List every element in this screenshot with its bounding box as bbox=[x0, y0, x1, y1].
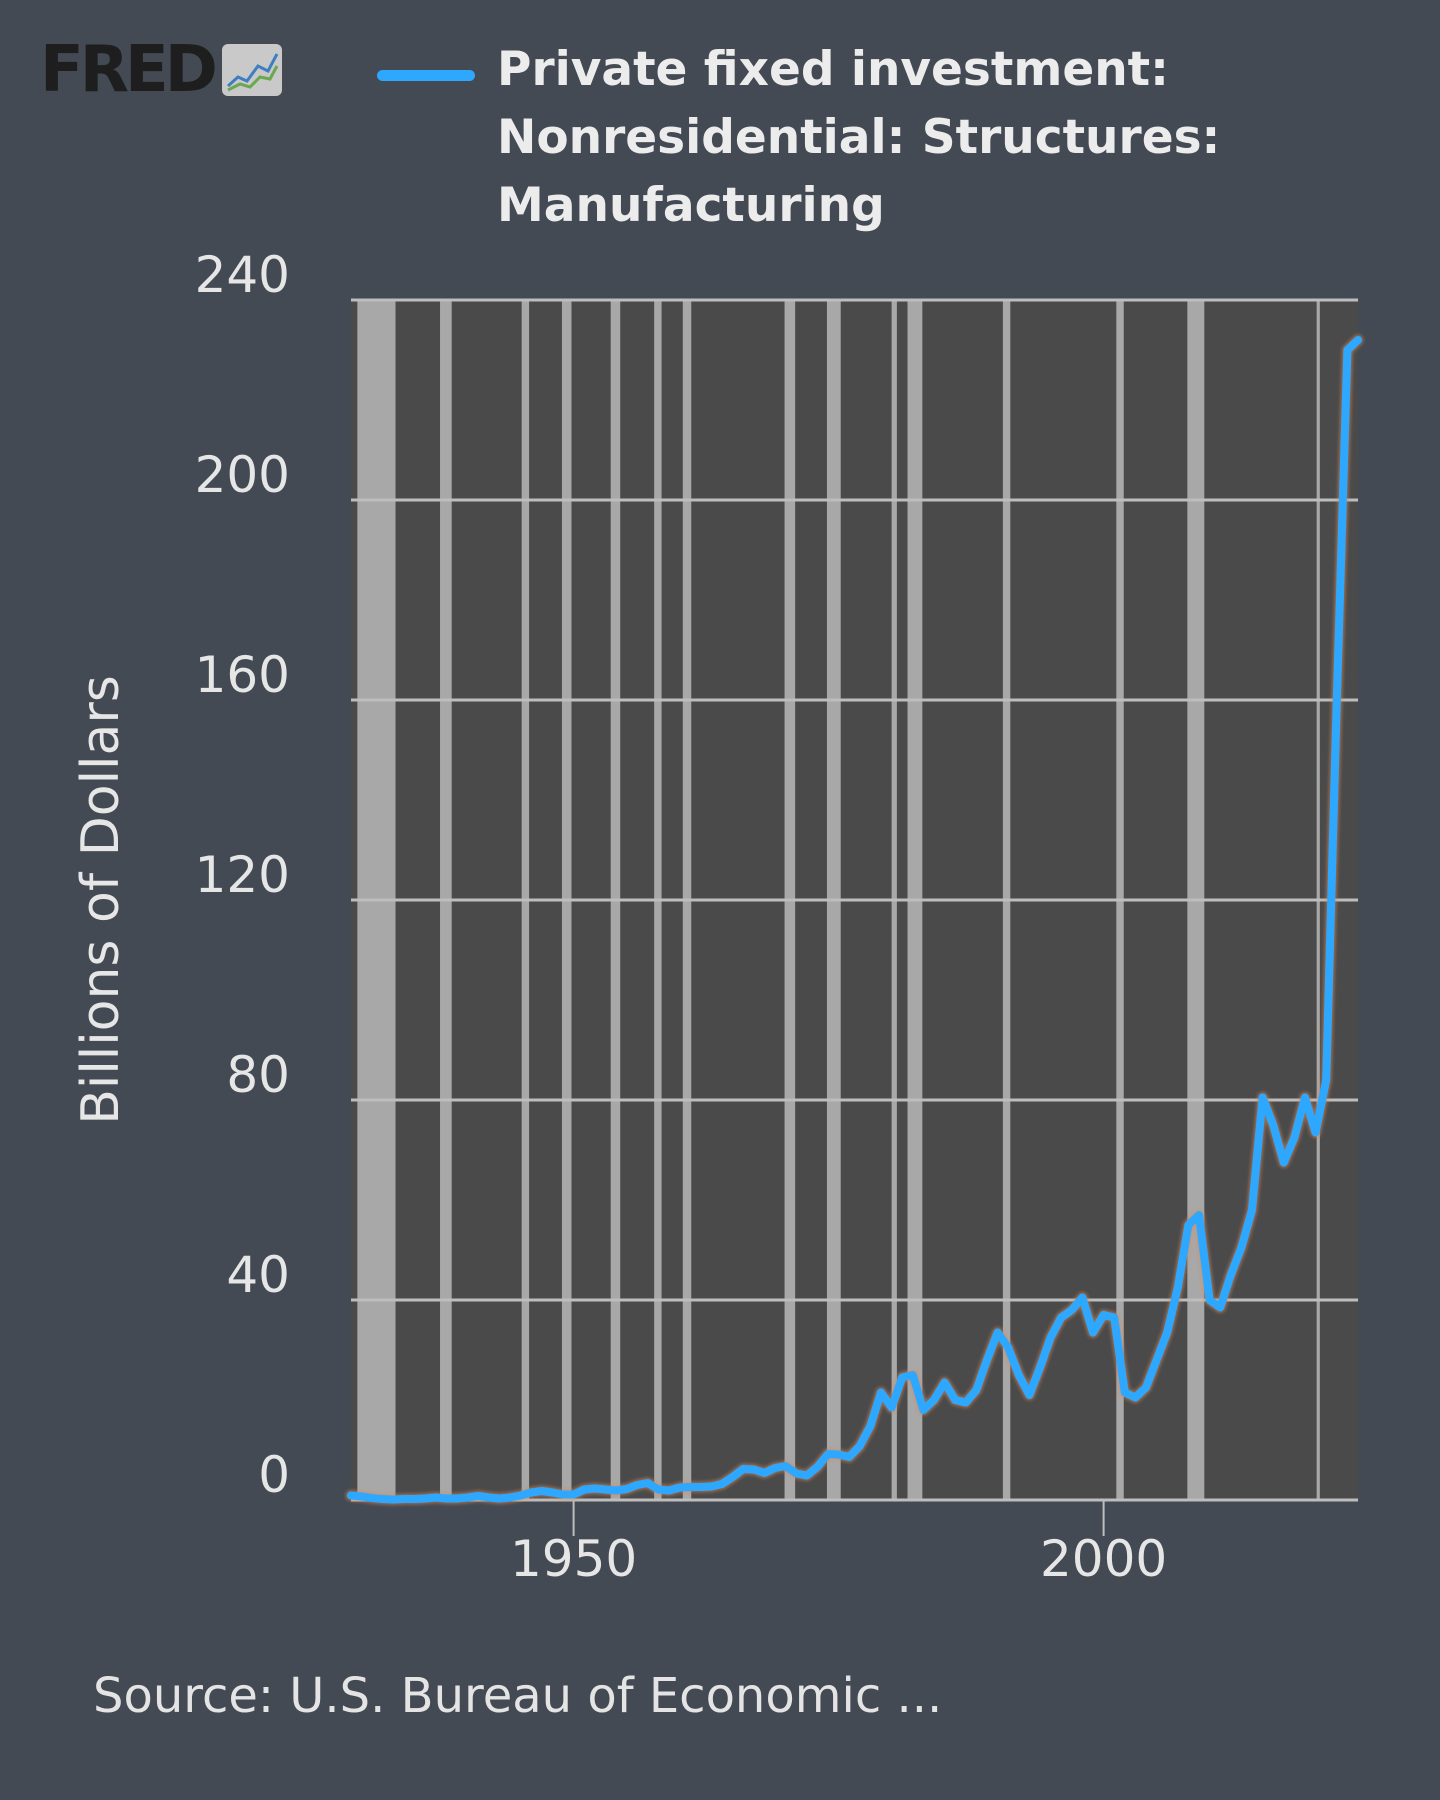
x-tick-label-2000: 2000 bbox=[1040, 1530, 1167, 1588]
legend-label: Private fixed investment: Nonresidential… bbox=[497, 42, 1221, 233]
y-tick-label-80: 80 bbox=[226, 1046, 290, 1104]
grid-lines bbox=[351, 298, 1358, 1502]
series-line-0 bbox=[347, 336, 1362, 1504]
y-tick-label-160: 160 bbox=[195, 646, 290, 704]
legend: Private fixed investment: Nonresidential… bbox=[377, 36, 1257, 240]
y-tick-label-120: 120 bbox=[195, 846, 290, 904]
source-note[interactable]: Source: U.S. Bureau of Economic ... bbox=[93, 1668, 943, 1724]
series-layer bbox=[345, 334, 1364, 1505]
fred-chart-icon bbox=[221, 44, 282, 96]
y-tick-label-0: 0 bbox=[258, 1446, 290, 1504]
x-axis-ticks: 1950 2000 bbox=[510, 1500, 1167, 1588]
y-tick-label-40: 40 bbox=[226, 1246, 290, 1304]
y-axis-ticks: 0 40 80 120 160 200 240 bbox=[195, 246, 290, 1504]
line-chart: 0 40 80 120 160 200 240 1950 2000 Billions of D… bbox=[71, 246, 1364, 1588]
x-tick-label-1950: 1950 bbox=[510, 1530, 637, 1588]
y-axis-label: Billions of Dollars bbox=[71, 675, 131, 1125]
fred-logo-text: FRED bbox=[40, 33, 218, 107]
fred-logo[interactable]: FRED bbox=[40, 38, 282, 102]
y-tick-label-200: 200 bbox=[195, 446, 290, 504]
legend-swatch bbox=[377, 70, 475, 81]
y-tick-label-240: 240 bbox=[195, 246, 290, 304]
